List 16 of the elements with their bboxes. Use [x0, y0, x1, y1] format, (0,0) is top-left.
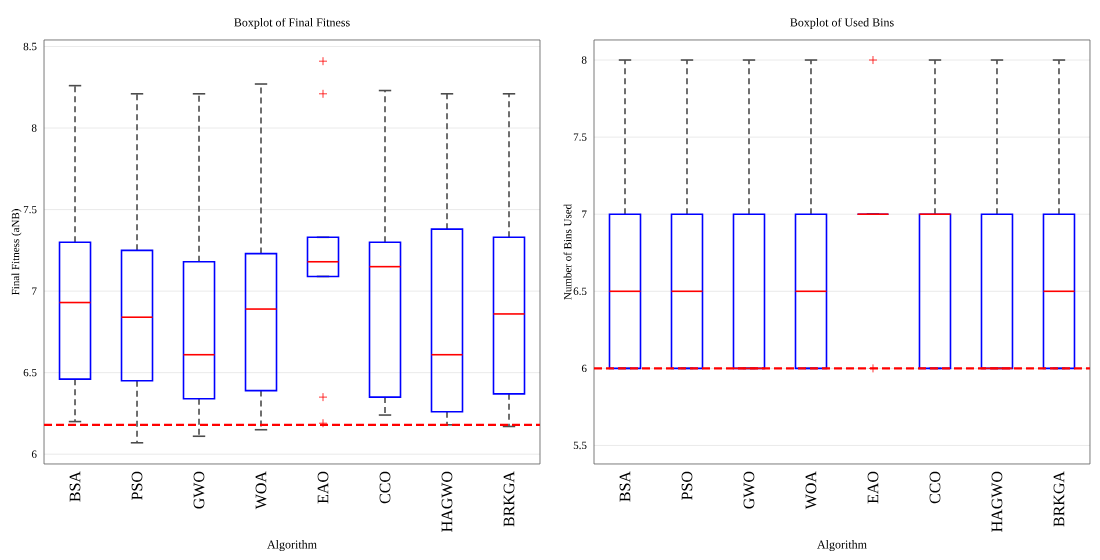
x-tick-label: WOA: [805, 471, 817, 510]
x-tick-label: BSA: [619, 471, 631, 502]
x-tick-label: CCO: [379, 471, 391, 504]
x-tick-label: EAO: [867, 471, 879, 504]
x-tick-label: PSO: [681, 471, 693, 500]
x-tick-label: EAO: [317, 471, 329, 504]
x-tick-label: PSO: [131, 471, 143, 500]
x-tick-label: GWO: [743, 471, 755, 509]
x-tick-label: HAGWO: [441, 471, 453, 532]
x-tick-label: BRKGA: [1053, 471, 1065, 527]
x-tick-label: WOA: [255, 471, 267, 510]
x-tick-label: BSA: [69, 471, 81, 502]
x-tick-label: BRKGA: [503, 471, 515, 527]
x-tick-label: GWO: [193, 471, 205, 509]
x-tick-label: CCO: [929, 471, 941, 504]
x-tick-label: HAGWO: [991, 471, 1003, 532]
